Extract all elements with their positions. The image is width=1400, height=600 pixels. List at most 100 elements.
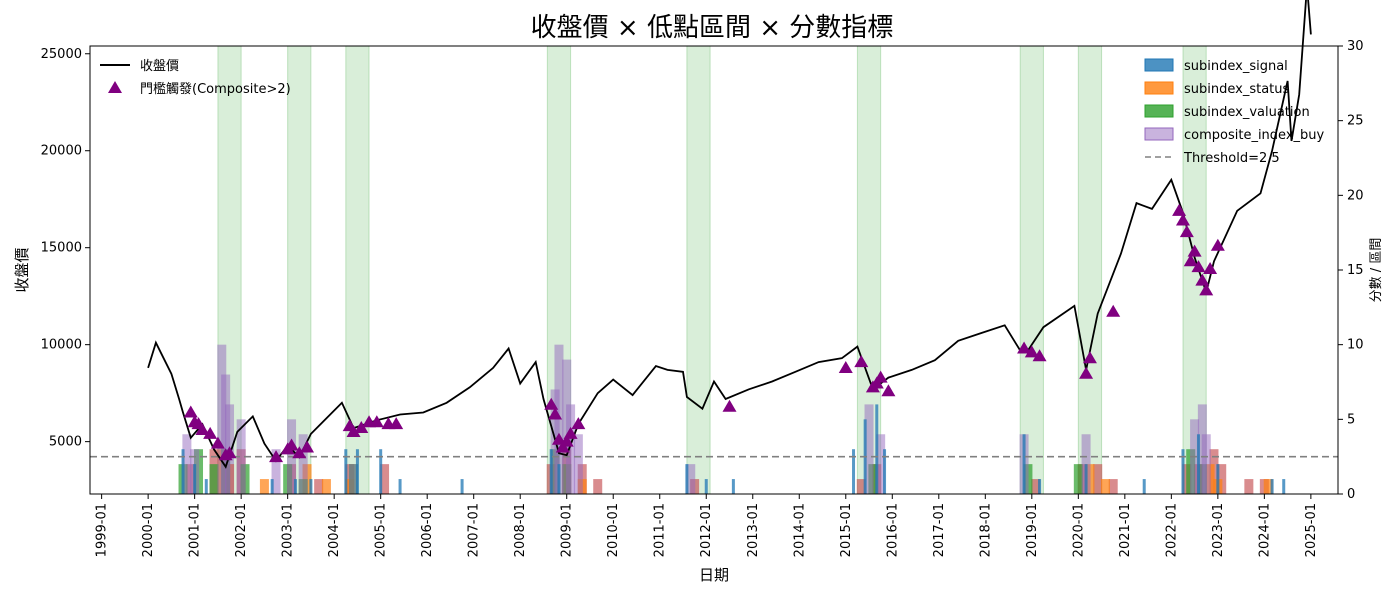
x-tick-label: 2010-01: [606, 503, 621, 557]
bar-subindex-signal: [704, 479, 708, 494]
trigger-marker: [1032, 349, 1047, 362]
legend-swatch-trigger: [108, 81, 122, 93]
legend-label: subindex_valuation: [1184, 105, 1310, 120]
legend-label: subindex_signal: [1184, 59, 1288, 74]
trigger-marker: [1199, 283, 1214, 296]
bar-subindex-signal: [852, 449, 856, 494]
trigger-marker: [1079, 366, 1094, 379]
bar-composite-index-buy: [566, 404, 576, 494]
trigger-marker: [1195, 273, 1210, 286]
bar-composite-index-buy: [573, 434, 583, 494]
x-tick-label: 2023-01: [1211, 503, 1226, 557]
x-tick-label: 2020-01: [1071, 503, 1086, 557]
x-tick-label: 2000-01: [141, 503, 156, 557]
bar-subindex-signal: [293, 479, 297, 494]
bar-subindex-signal: [193, 464, 197, 494]
bar-subindex-signal: [1196, 434, 1200, 494]
trigger-marker: [838, 360, 853, 373]
bar-subindex-signal: [379, 449, 383, 494]
bar-subindex-signal: [1181, 449, 1185, 494]
x-tick-label: 2018-01: [978, 503, 993, 557]
bar-low-zone-flag: [593, 479, 603, 494]
bar-subindex-status: [259, 479, 269, 494]
trigger-marker: [195, 423, 210, 435]
bar-subindex-status: [1100, 479, 1110, 494]
bar-subindex-signal: [1022, 434, 1026, 494]
y-right-tick-label: 30: [1347, 39, 1364, 54]
trigger-marker: [559, 434, 574, 447]
bar-composite-index-buy: [686, 464, 696, 494]
bar-composite-index-buy: [298, 434, 308, 494]
trigger-marker: [1187, 244, 1202, 257]
bar-low-zone-flag: [1031, 479, 1041, 494]
y-left-tick-label: 10000: [41, 338, 82, 353]
y-left-tick-label: 20000: [41, 144, 82, 159]
y-right-tick-label: 20: [1347, 188, 1364, 203]
trigger-marker: [722, 399, 737, 412]
trigger-marker: [269, 450, 284, 463]
bar-composite-index-buy: [876, 434, 886, 494]
y-axis-left: 5000 10000 15000 20000 25000: [41, 47, 90, 450]
y-right-tick-label: 0: [1347, 487, 1355, 502]
bar-subindex-signal: [1270, 479, 1274, 494]
x-axis-label: 日期: [699, 566, 729, 584]
x-tick-label: 2017-01: [932, 503, 947, 557]
trigger-marker: [1210, 238, 1225, 251]
bar-composite-index-buy: [864, 404, 874, 494]
x-tick-label: 2006-01: [420, 503, 435, 557]
trigger-marker: [346, 424, 361, 437]
bar-subindex-signal: [344, 449, 348, 494]
legend-swatch: [1144, 127, 1174, 141]
legend-label: subindex_status: [1184, 82, 1290, 97]
bar-subindex-signal: [731, 479, 735, 494]
y-axis-right: 0 5 10 15 20 25 30: [1338, 39, 1364, 502]
trigger-marker: [881, 384, 896, 397]
legend-label: Threshold=2.5: [1183, 151, 1280, 166]
x-tick-label: 2013-01: [746, 503, 761, 557]
bar-composite-index-buy: [182, 434, 192, 494]
x-tick-label: 2001-01: [188, 503, 203, 557]
low-zone-band: [1077, 45, 1103, 495]
low-zone-band: [1019, 45, 1044, 495]
bar-low-zone-flag: [380, 464, 390, 494]
bar-low-zone-flag: [314, 479, 324, 494]
bar-subindex-signal: [1282, 479, 1286, 494]
chart-title: 收盤價 × 低點區間 × 分數指標: [531, 13, 894, 43]
trigger-marker: [1203, 262, 1218, 275]
bar-subindex-signal: [355, 449, 359, 494]
trigger-marker: [1172, 203, 1187, 216]
x-tick-label: 2009-01: [560, 503, 575, 557]
bar-subindex-signal: [875, 404, 879, 494]
x-tick-label: 2012-01: [699, 503, 714, 557]
x-axis: 1999-01 2000-01 2001-01 2002-01 2003-01 2004-…: [95, 494, 1319, 557]
bar-subindex-signal: [309, 479, 313, 494]
bar-subindex-valuation: [209, 464, 219, 494]
bar-low-zone-flag: [856, 479, 866, 494]
bar-subindex-signal: [549, 449, 553, 494]
trigger-marker: [369, 415, 384, 428]
bar-subindex-signal: [270, 479, 274, 494]
trigger-marker: [1024, 345, 1039, 358]
trigger-marker: [571, 417, 586, 430]
x-tick-label: 2021-01: [1118, 503, 1133, 557]
y-right-tick-label: 25: [1347, 114, 1364, 129]
trigger-marker: [222, 446, 237, 459]
bar-low-zone-flag: [1217, 464, 1227, 494]
x-tick-label: 2011-01: [653, 503, 668, 557]
x-tick-label: 2004-01: [327, 503, 342, 557]
bar-subindex-signal: [398, 479, 402, 494]
bar-subindex-signal: [181, 449, 185, 494]
bar-composite-index-buy: [236, 419, 246, 494]
y-axis-left-label: 收盤價: [13, 247, 31, 292]
close-price-line: [147, 0, 1312, 469]
y-right-tick-label: 15: [1347, 263, 1364, 278]
x-tick-label: 2003-01: [281, 503, 296, 557]
trigger-marker: [203, 426, 218, 439]
y-axis-right-label: 分數 / 區間: [1369, 238, 1384, 303]
bar-subindex-signal: [685, 464, 689, 494]
x-tick-label: 2016-01: [885, 503, 900, 557]
trigger-marker: [1017, 341, 1032, 354]
x-tick-label: 1999-01: [95, 503, 110, 557]
y-left-tick-label: 5000: [49, 435, 82, 450]
